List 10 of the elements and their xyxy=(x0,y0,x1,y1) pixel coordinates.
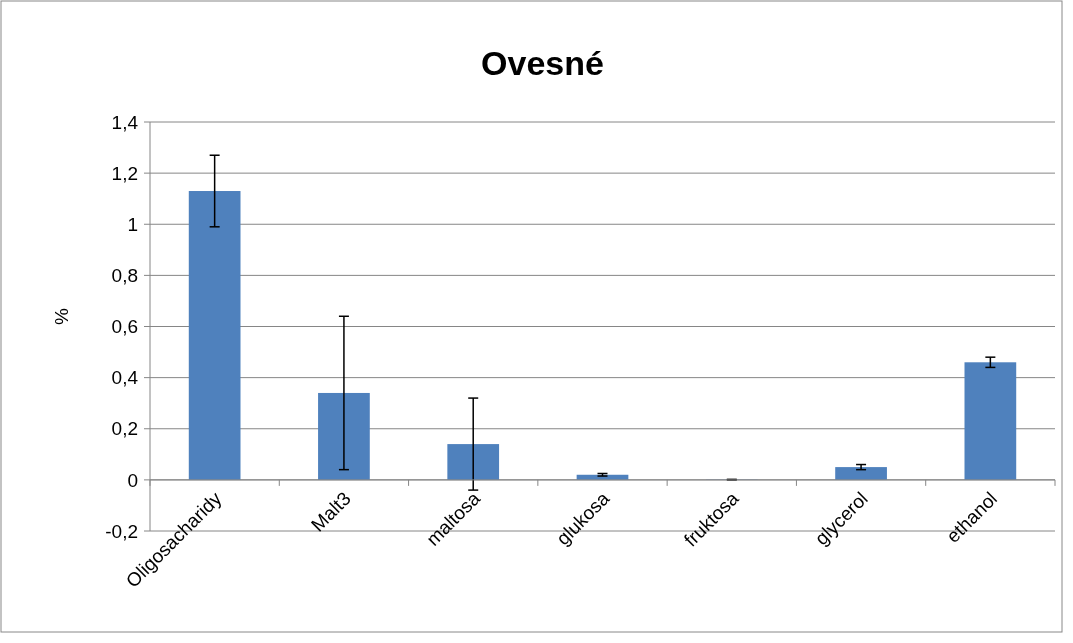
y-tick-label: 0,4 xyxy=(111,367,139,389)
chart-title: Ovesné xyxy=(481,44,604,82)
y-tick-label: 0 xyxy=(127,469,138,491)
y-tick-label: 1,2 xyxy=(111,162,138,184)
y-axis-title: % xyxy=(51,307,72,325)
y-tick-label: 1,4 xyxy=(111,111,139,133)
y-tick-label: 0,6 xyxy=(111,316,138,338)
y-tick-label: 0,2 xyxy=(111,418,138,440)
y-tick-label: 1 xyxy=(127,213,138,235)
y-tick-label: 0,8 xyxy=(111,265,138,287)
